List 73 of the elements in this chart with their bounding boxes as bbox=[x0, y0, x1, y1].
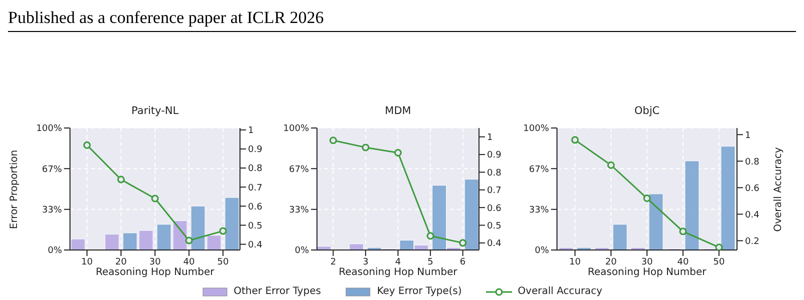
chart-title: MDM bbox=[384, 105, 412, 117]
y2-tick-label: 0.2 bbox=[745, 236, 760, 247]
point bbox=[185, 236, 193, 244]
x-tick-label: 5 bbox=[428, 257, 434, 268]
chart-title: ObjC bbox=[633, 105, 661, 117]
y2-tick-label: 0.8 bbox=[487, 168, 502, 178]
x-axis-title: Reasoning Hop Number bbox=[586, 267, 708, 278]
x-tick-label: 30 bbox=[149, 257, 161, 268]
x-axis-title: Reasoning Hop Number bbox=[338, 267, 458, 278]
legend-label: Key Error Type(s) bbox=[376, 286, 462, 297]
y2-tick-label: 0.7 bbox=[487, 186, 502, 196]
point bbox=[117, 176, 125, 184]
legend-label: Overall Accuracy bbox=[518, 286, 602, 297]
point bbox=[643, 194, 651, 202]
x-tick-label: 20 bbox=[115, 257, 127, 268]
point bbox=[394, 149, 402, 157]
x-tick-label: 3 bbox=[362, 257, 368, 268]
y-tick-label: 33% bbox=[42, 206, 62, 216]
y2-tick-label: 0.4 bbox=[487, 239, 502, 250]
y2-tick-label: 0.5 bbox=[248, 221, 262, 232]
y2-tick-label: 0.7 bbox=[248, 183, 262, 194]
x-tick-label: 50 bbox=[217, 257, 229, 268]
point bbox=[459, 239, 467, 247]
point bbox=[607, 161, 615, 169]
y-tick-label: 33% bbox=[528, 206, 550, 216]
y-axis-title: Error Proportion bbox=[10, 150, 20, 230]
y-tick-label: 100% bbox=[283, 124, 310, 134]
y2-tick-label: 0.6 bbox=[248, 202, 263, 212]
y2-tick-label: 0.9 bbox=[248, 145, 263, 156]
x-axis-title: Reasoning Hop Number bbox=[94, 267, 216, 278]
point bbox=[219, 227, 227, 235]
y-tick-label: 67% bbox=[288, 164, 310, 175]
point bbox=[329, 136, 337, 144]
y2-axis-title: Overall Accuracy bbox=[772, 147, 784, 232]
y-tick-label: 0% bbox=[294, 246, 310, 256]
x-tick-label: 6 bbox=[460, 257, 466, 268]
x-tick-label: 10 bbox=[81, 257, 93, 268]
y-tick-label: 33% bbox=[288, 206, 310, 216]
y-tick-label: 0% bbox=[534, 246, 550, 256]
y2-tick-label: 0.6 bbox=[487, 204, 502, 214]
y2-tick-label: 0.5 bbox=[487, 221, 502, 232]
x-tick-label: 50 bbox=[713, 257, 725, 268]
x-tick-label: 40 bbox=[183, 257, 195, 268]
point bbox=[715, 244, 723, 250]
point bbox=[679, 228, 687, 236]
x-tick-label: 40 bbox=[677, 257, 689, 268]
x-tick-label: 20 bbox=[605, 257, 617, 268]
y2-tick-label: 0.8 bbox=[248, 164, 263, 174]
point bbox=[151, 194, 159, 202]
chart-title: Parity-NL bbox=[130, 105, 180, 117]
y2-tick-label: 1 bbox=[248, 126, 254, 136]
y-tick-label: 67% bbox=[42, 164, 62, 175]
point bbox=[362, 144, 370, 152]
point bbox=[571, 136, 579, 144]
text: Published as a conference paper at ICLR 2026 bbox=[8, 8, 796, 32]
y2-tick-label: 0.4 bbox=[248, 240, 263, 250]
legend-label: Other Error Types bbox=[234, 286, 321, 297]
y2-tick-label: 0.6 bbox=[745, 184, 760, 194]
y-tick-label: 100% bbox=[36, 124, 62, 134]
y2-tick-label: 1 bbox=[745, 130, 751, 141]
x-tick-label: 10 bbox=[569, 257, 581, 268]
x-tick-label: 2 bbox=[330, 257, 336, 268]
y2-tick-label: 0.8 bbox=[745, 157, 760, 168]
y-tick-label: 0% bbox=[48, 246, 62, 256]
point bbox=[426, 232, 434, 240]
x-tick-label: 4 bbox=[395, 257, 402, 268]
y2-tick-label: 0.9 bbox=[487, 150, 502, 161]
y2-tick-label: 1 bbox=[487, 133, 493, 144]
x-tick-label: 30 bbox=[641, 257, 653, 268]
y2-tick-label: 0.4 bbox=[745, 210, 760, 220]
y-tick-label: 100% bbox=[523, 124, 550, 134]
y-tick-label: 67% bbox=[528, 164, 550, 175]
point bbox=[83, 141, 91, 149]
